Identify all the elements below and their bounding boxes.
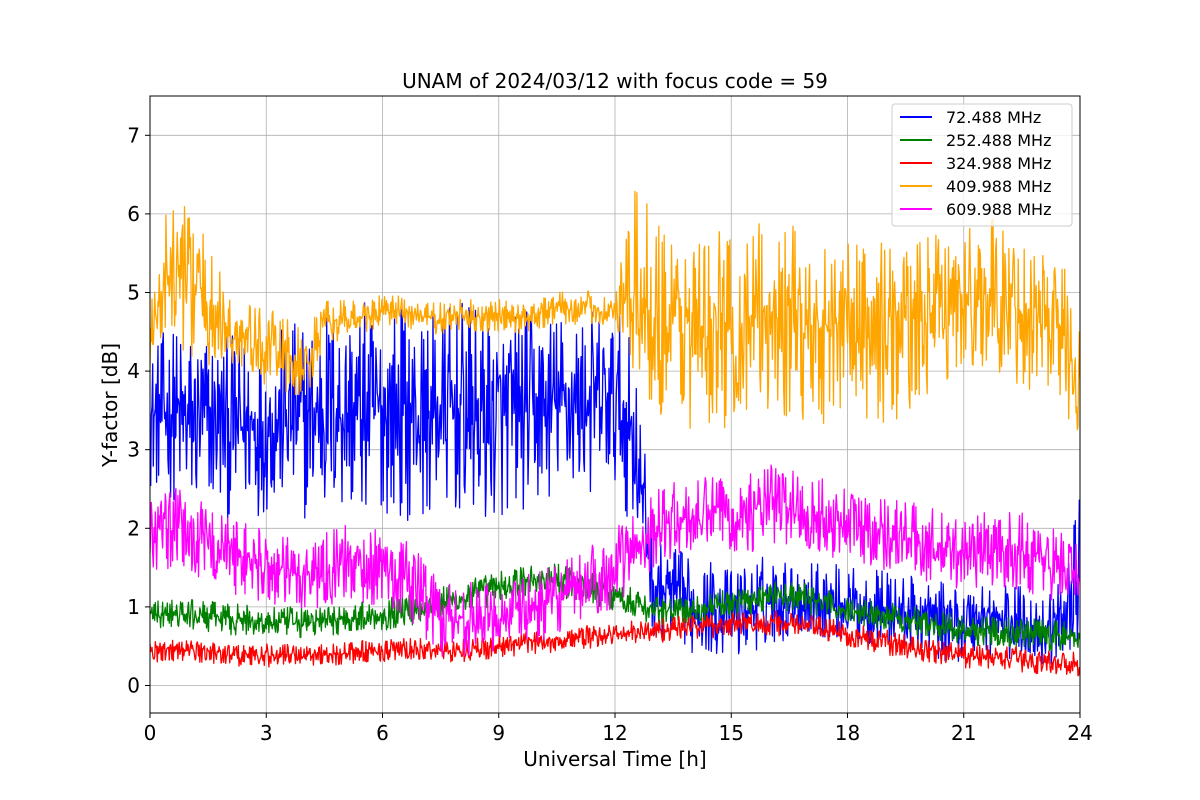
- x-tick-label: 12: [602, 721, 627, 745]
- y-tick-label: 6: [127, 202, 140, 226]
- y-axis-ticks: 0 1 2 3 4 5 6 7: [127, 123, 150, 697]
- legend: 72.488 MHz 252.488 MHz 324.988 MHz 409.988 …: [891, 103, 1073, 227]
- x-axis-label: Universal Time [h]: [523, 747, 706, 771]
- y-tick-label: 7: [127, 123, 140, 147]
- x-tick-label: 9: [492, 721, 505, 745]
- x-tick-label: 6: [376, 721, 389, 745]
- x-tick-label: 3: [260, 721, 273, 745]
- series-line-3: [150, 190, 1080, 431]
- y-tick-label: 3: [127, 438, 140, 462]
- x-tick-label: 24: [1067, 721, 1092, 745]
- series-line-0: [150, 302, 1080, 665]
- series-line-2: [150, 610, 1080, 677]
- series-line-1: [150, 563, 1080, 652]
- y-tick-label: 2: [127, 516, 140, 540]
- y-tick-label: 1: [127, 595, 140, 619]
- x-tick-label: 0: [144, 721, 157, 745]
- y-tick-label: 5: [127, 280, 140, 304]
- x-tick-label: 21: [951, 721, 976, 745]
- legend-label: 409.988 MHz: [946, 177, 1051, 196]
- y-axis-label: Y-factor [dB]: [98, 343, 122, 468]
- legend-label: 609.988 MHz: [946, 200, 1051, 219]
- legend-label: 252.488 MHz: [946, 131, 1051, 150]
- chart-title: UNAM of 2024/03/12 with focus code = 59: [402, 69, 828, 93]
- legend-label: 324.988 MHz: [946, 154, 1051, 173]
- legend-box: [891, 103, 1073, 227]
- legend-label: 72.488 MHz: [946, 108, 1041, 127]
- y-tick-label: 0: [127, 673, 140, 697]
- y-tick-label: 4: [127, 359, 140, 383]
- x-tick-label: 18: [835, 721, 860, 745]
- series-line-4: [150, 464, 1080, 657]
- series-layer: [150, 190, 1080, 677]
- x-axis-ticks: 0 3 6 9 12 15 18 21 24: [144, 713, 1093, 745]
- x-tick-label: 15: [719, 721, 744, 745]
